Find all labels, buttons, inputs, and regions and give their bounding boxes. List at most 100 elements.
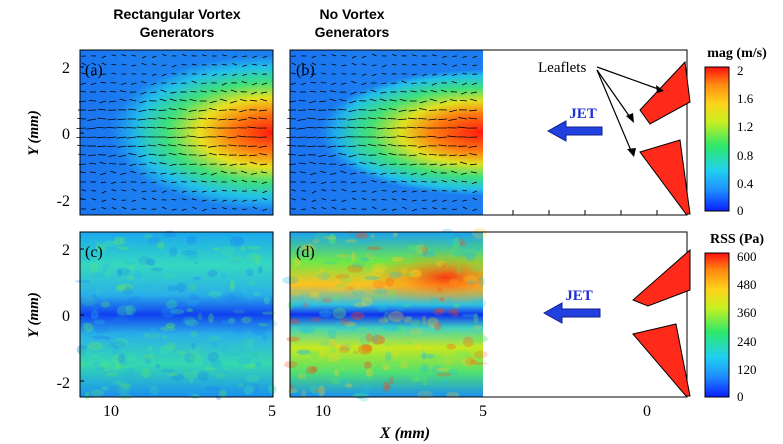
- vector-glyph: [188, 109, 197, 112]
- vector-glyph: [442, 55, 447, 58]
- texture-blob: [191, 232, 207, 239]
- vector-glyph: [151, 181, 157, 184]
- texture-blob: [290, 303, 300, 308]
- vector-glyph: [449, 99, 457, 102]
- texture-blob: [472, 227, 488, 239]
- texture-blob: [92, 357, 100, 366]
- vector-glyph: [462, 73, 467, 75]
- leaflets-pointer-1-head: [656, 85, 664, 93]
- vector-glyph: [438, 144, 447, 147]
- vector-glyph: [472, 55, 478, 59]
- texture-blob: [262, 333, 268, 342]
- texture-blob: [421, 250, 436, 258]
- texture-blob: [230, 262, 237, 269]
- texture-blob: [190, 296, 201, 301]
- texture-blob: [95, 323, 109, 334]
- texture-blob: [155, 363, 161, 369]
- y-axis-bottom: 2 0 -2 Y (mm): [26, 242, 84, 392]
- vector-glyph: [371, 73, 377, 77]
- texture-blob: [366, 246, 382, 251]
- vector-glyph: [230, 89, 237, 93]
- texture-blob: [366, 333, 373, 342]
- texture-blob: [144, 355, 152, 365]
- vector-glyph: [458, 117, 468, 120]
- vector-glyph: [320, 82, 327, 84]
- texture-blob: [312, 238, 320, 244]
- vector-glyph: [318, 154, 327, 158]
- texture-blob: [194, 260, 199, 265]
- texture-blob: [358, 344, 373, 355]
- vector-glyph: [120, 172, 127, 175]
- vector-glyph: [201, 73, 207, 76]
- vector-glyph: [311, 199, 317, 202]
- vector-glyph: [91, 198, 97, 201]
- texture-blob: [115, 284, 125, 292]
- texture-blob: [119, 379, 126, 385]
- vector-glyph: [217, 135, 227, 138]
- vector-glyph: [157, 117, 167, 120]
- vector-glyph: [140, 91, 147, 95]
- texture-blob: [221, 293, 237, 303]
- vector-glyph: [121, 189, 127, 192]
- texture-blob: [461, 313, 477, 318]
- y-tick-top-neg2: -2: [57, 193, 70, 210]
- vector-glyph: [471, 82, 478, 85]
- vector-glyph: [239, 99, 247, 102]
- vector-glyph: [110, 170, 117, 174]
- texture-blob: [143, 354, 155, 360]
- texture-blob: [346, 230, 354, 235]
- vector-glyph: [330, 172, 337, 175]
- texture-blob: [448, 278, 459, 285]
- vector-glyph: [442, 73, 447, 77]
- texture-blob: [183, 368, 198, 379]
- texture-blob: [119, 331, 134, 338]
- texture-blob: [420, 353, 435, 359]
- vector-glyph: [407, 136, 417, 139]
- vector-glyph: [130, 170, 137, 174]
- vector-glyph: [141, 190, 147, 193]
- texture-blob: [122, 367, 135, 378]
- texture-blob: [244, 246, 254, 251]
- texture-blob: [410, 269, 422, 279]
- vector-glyph: [239, 109, 247, 113]
- vector-glyph: [410, 90, 417, 93]
- texture-blob: [366, 373, 373, 381]
- vector-glyph: [242, 64, 248, 67]
- vector-glyph: [341, 64, 347, 67]
- texture-blob: [420, 364, 430, 373]
- vector-glyph: [130, 82, 137, 85]
- vector-glyph: [358, 153, 367, 156]
- vector-glyph: [208, 152, 217, 156]
- vector-glyph: [131, 188, 137, 192]
- vector-glyph: [381, 208, 387, 211]
- texture-blob: [186, 308, 194, 313]
- colorbar-top-tick-4: 0.4: [737, 176, 754, 191]
- vector-glyph: [172, 64, 177, 68]
- vector-glyph: [348, 154, 357, 158]
- vector-glyph: [472, 197, 478, 201]
- texture-blob: [243, 385, 253, 395]
- texture-blob: [232, 326, 244, 335]
- texture-blob: [191, 342, 196, 350]
- colorbar-bottom-tick-3: 240: [737, 334, 757, 349]
- vector-glyph: [387, 118, 397, 120]
- texture-blob: [124, 357, 132, 361]
- vector-glyph: [201, 199, 207, 202]
- texture-blob: [401, 268, 408, 274]
- vector-glyph: [187, 118, 197, 121]
- vector-glyph: [338, 108, 347, 111]
- texture-blob: [246, 290, 254, 302]
- vector-glyph: [138, 154, 147, 158]
- vector-glyph: [250, 172, 258, 175]
- texture-blob: [120, 236, 126, 245]
- vector-glyph: [116, 136, 127, 139]
- texture-blob: [339, 318, 350, 326]
- texture-blob: [340, 343, 352, 352]
- vector-glyph: [166, 127, 177, 130]
- texture-blob: [80, 361, 86, 368]
- vector-glyph: [111, 63, 117, 66]
- texture-blob: [340, 275, 352, 285]
- vector-glyph: [89, 171, 97, 174]
- texture-blob: [434, 367, 451, 372]
- texture-blob: [427, 317, 439, 328]
